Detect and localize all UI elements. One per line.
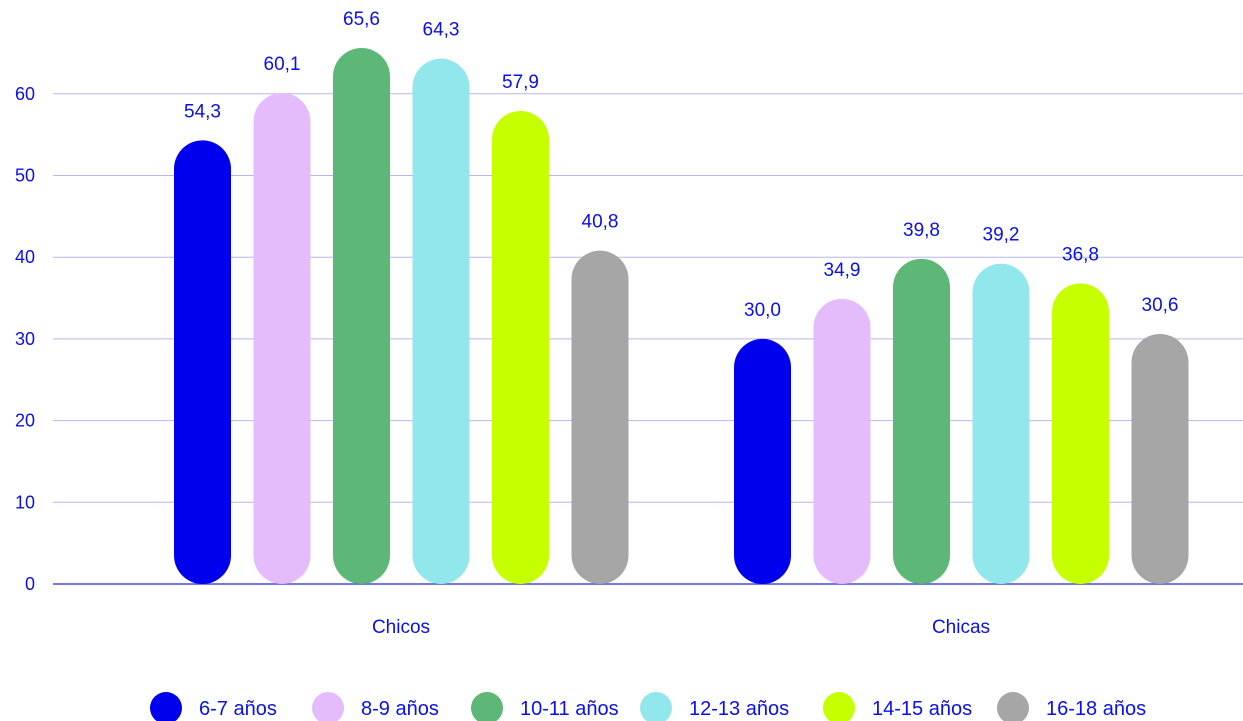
category-label: Chicos bbox=[372, 617, 430, 638]
legend-marker bbox=[823, 692, 855, 721]
data-label: 30,6 bbox=[1142, 295, 1179, 316]
y-tick-label: 20 bbox=[15, 411, 35, 431]
legend: 6-7 años 8-9 años 10-11 años 12-13 años 14-1… bbox=[150, 692, 1146, 721]
bar bbox=[412, 58, 470, 584]
legend-label: 16-18 años bbox=[1046, 698, 1146, 720]
bar bbox=[492, 110, 549, 584]
bar bbox=[734, 338, 791, 584]
legend-marker bbox=[150, 692, 182, 721]
y-axis-ticks: 0 10 20 30 40 50 60 bbox=[15, 84, 35, 594]
legend-marker bbox=[471, 692, 503, 721]
data-label: 39,8 bbox=[903, 220, 940, 241]
y-tick-label: 50 bbox=[15, 166, 35, 186]
legend-label: 10-11 años bbox=[520, 698, 619, 720]
data-label: 40,8 bbox=[582, 212, 619, 233]
legend-label: 14-15 años bbox=[872, 698, 972, 720]
legend-label: 6-7 años bbox=[199, 698, 277, 720]
data-label: 39,2 bbox=[983, 225, 1020, 246]
legend-label: 8-9 años bbox=[361, 698, 439, 720]
y-tick-label: 30 bbox=[15, 329, 35, 349]
bar bbox=[813, 298, 871, 584]
data-label: 60,1 bbox=[264, 54, 301, 75]
bar bbox=[893, 258, 950, 584]
data-label: 30,0 bbox=[744, 300, 781, 321]
data-label: 34,9 bbox=[824, 260, 861, 281]
bar bbox=[1052, 283, 1109, 584]
data-label: 36,8 bbox=[1062, 244, 1099, 265]
y-tick-label: 10 bbox=[15, 492, 35, 512]
data-labels: 54,3 30,0 60,1 34,9 65,6 39,8 64,3 39,2 57,9 36,8… bbox=[184, 9, 1178, 321]
y-tick-label: 0 bbox=[25, 574, 35, 594]
data-label: 54,3 bbox=[184, 101, 221, 122]
legend-marker bbox=[997, 692, 1029, 721]
category-labels: Chicos Chicas bbox=[372, 617, 990, 638]
gridlines bbox=[53, 93, 1243, 585]
bar bbox=[174, 140, 231, 584]
bars bbox=[174, 48, 1189, 585]
bar bbox=[571, 250, 629, 584]
data-label: 64,3 bbox=[423, 20, 460, 41]
legend-marker bbox=[640, 692, 672, 721]
legend-marker bbox=[312, 692, 344, 721]
data-label: 57,9 bbox=[502, 72, 539, 93]
bar bbox=[253, 92, 311, 584]
y-tick-label: 60 bbox=[15, 84, 35, 104]
y-tick-label: 40 bbox=[15, 247, 35, 267]
bar bbox=[333, 48, 390, 585]
bar bbox=[972, 263, 1030, 584]
bar bbox=[1131, 333, 1189, 584]
category-label: Chicas bbox=[932, 617, 990, 638]
legend-label: 12-13 años bbox=[689, 698, 789, 720]
data-label: 65,6 bbox=[343, 9, 380, 30]
